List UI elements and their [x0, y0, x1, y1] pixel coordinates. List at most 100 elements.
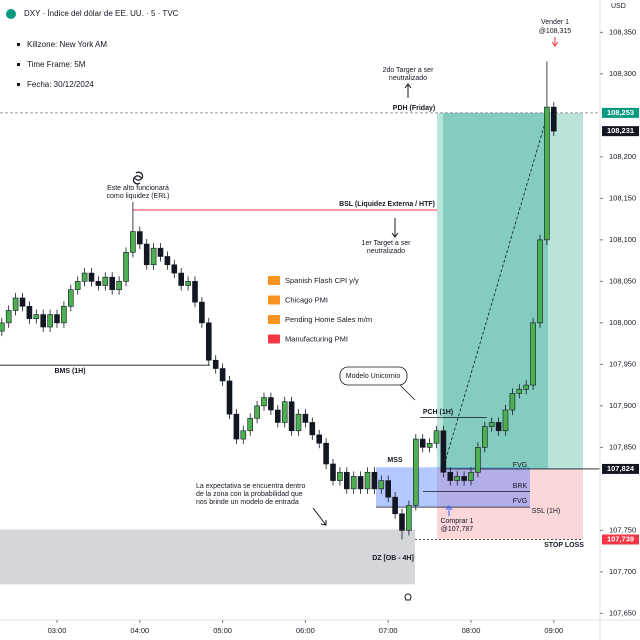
note: neutralizado — [389, 75, 427, 82]
candle-body — [61, 305, 67, 324]
candle-body — [0, 322, 5, 332]
candle-body — [130, 231, 136, 253]
y-tick-label: 107,950 — [609, 359, 636, 368]
candle-body — [316, 434, 323, 444]
price-tag-label: 108,253 — [607, 108, 634, 117]
x-tick-label: 05:00 — [213, 626, 232, 635]
candle-body — [212, 359, 219, 369]
candle-body — [68, 289, 74, 307]
arrow — [404, 83, 412, 98]
y-tick-label: 108,100 — [609, 235, 636, 244]
note: 2do Targer a ser — [383, 67, 435, 74]
info: Fecha: 30/12/2024 — [27, 80, 94, 89]
candle-body — [19, 297, 26, 307]
candle-body — [233, 413, 240, 440]
sync-icon — [132, 171, 144, 185]
fvg-label: FVG — [513, 462, 527, 469]
candle-body — [33, 314, 40, 320]
price-tag — [602, 126, 639, 137]
candle-body — [26, 305, 33, 320]
event-icon — [268, 295, 280, 305]
candle-body — [509, 393, 516, 411]
candle-body — [164, 256, 171, 266]
candle-body — [550, 106, 557, 132]
buy-price: @107,787 — [441, 526, 474, 533]
note: de la zona con la probabilidad que — [196, 491, 303, 498]
y-tick-label: 108,200 — [609, 152, 636, 161]
candle-body — [350, 476, 357, 490]
candle-body — [461, 476, 467, 481]
x-tick-label: 03:00 — [48, 626, 67, 635]
event-label: Manufacturing PMI — [285, 334, 348, 343]
candle-body — [481, 426, 488, 448]
x-tick-label: 09:00 — [544, 626, 563, 635]
mss-label: MSS — [387, 457, 403, 464]
pdh-label: PDH (Friday) — [393, 105, 435, 112]
event-icon — [268, 315, 280, 324]
candle-body — [5, 310, 12, 324]
chart-title: DXY · Índice del dólar de EE. UU. · 5 · … — [24, 9, 179, 18]
bullet — [17, 43, 20, 46]
event-label: Pending Home Sales m/m — [285, 315, 372, 324]
candle-body — [219, 368, 226, 382]
price-tag-label: 107,739 — [607, 534, 634, 543]
y-tick-label: 107,700 — [609, 567, 636, 576]
bullet — [17, 83, 20, 86]
info: Time Frame: 5M — [27, 60, 86, 69]
candle-body — [426, 442, 433, 448]
fvg-label: FVG — [513, 498, 527, 505]
bsl-label: BSL (Liquidez Externa / HTF) — [339, 201, 435, 208]
event-label: Spanish Flash CPI y/y — [285, 276, 359, 285]
candle-body — [288, 401, 295, 432]
candle-body — [447, 471, 454, 481]
candle-body — [281, 401, 288, 423]
candle-body — [357, 476, 364, 490]
price-tag-label: 108,231 — [607, 126, 634, 135]
candle-body — [226, 380, 233, 415]
unicorn-box — [339, 366, 408, 386]
candles — [0, 61, 557, 540]
candle-body — [440, 430, 447, 473]
sell-label: Vender 1 — [541, 19, 569, 26]
note: Este alto funcionará — [107, 185, 169, 192]
candle-body — [192, 281, 198, 303]
price-tag — [602, 107, 639, 118]
buy-arrow — [445, 505, 453, 516]
candle-body — [399, 513, 405, 531]
candle-body — [178, 272, 184, 286]
y-tick-label: 107,850 — [609, 442, 636, 451]
note: neutralizado — [367, 248, 405, 255]
candle-body — [523, 384, 530, 390]
candle-body — [185, 281, 191, 286]
bullet — [17, 63, 20, 66]
y-tick-label: 108,050 — [609, 276, 636, 285]
candle-body — [74, 281, 81, 290]
event-icon — [268, 276, 280, 285]
price-tag — [602, 534, 639, 545]
candle-body — [54, 314, 60, 324]
y-tick-label: 108,350 — [609, 27, 636, 36]
note: como liquidez (ERL) — [106, 193, 169, 200]
price-tag — [602, 463, 639, 474]
candle-body — [143, 243, 150, 266]
candle-body — [544, 106, 550, 241]
y-tick-label: 108,300 — [609, 69, 636, 78]
event-icon — [268, 334, 280, 344]
levels — [0, 112, 600, 540]
candle-body — [516, 388, 523, 394]
candle-body — [406, 505, 412, 531]
candle-body — [371, 471, 378, 490]
candle-body — [475, 447, 481, 473]
candle-body — [343, 471, 350, 490]
y-tick-label: 107,750 — [609, 525, 636, 534]
x-tick-label: 06:00 — [296, 626, 315, 635]
candle-body — [150, 247, 157, 266]
candle-body — [502, 409, 509, 432]
bulb-icon — [404, 593, 412, 601]
candle-body — [412, 438, 419, 506]
symbol-icon — [6, 9, 16, 19]
candle-body — [309, 422, 316, 436]
